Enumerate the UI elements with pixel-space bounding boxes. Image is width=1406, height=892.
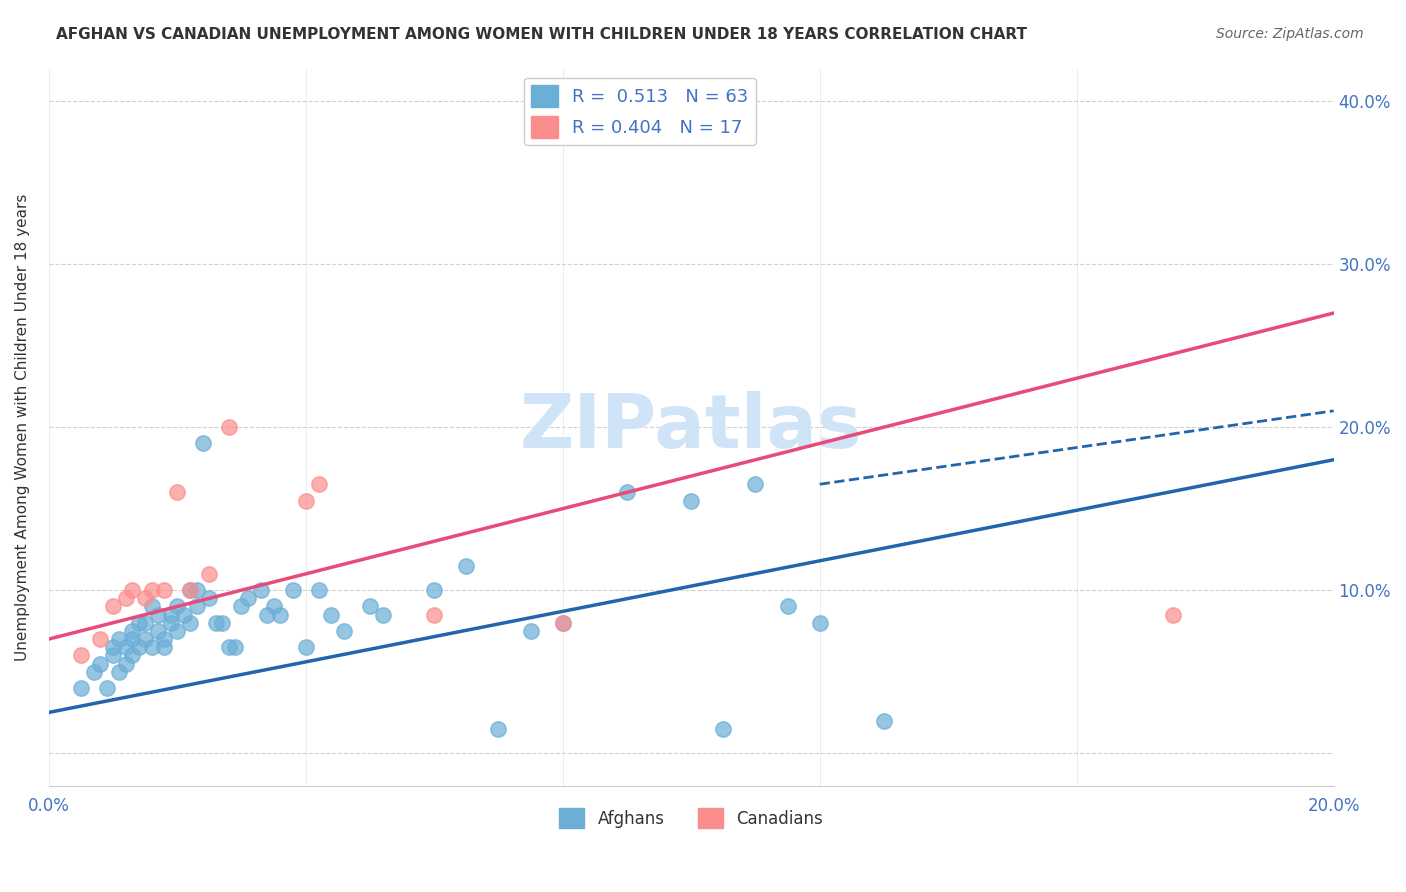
Text: ZIPatlas: ZIPatlas [520,391,862,464]
Afghans [873,714,896,728]
Legend: Afghans, Canadians: Afghans, Canadians [553,801,830,835]
Afghans [121,648,143,663]
Afghans [456,558,478,573]
Afghans [146,607,169,622]
Afghans [141,599,163,614]
Canadians [89,632,111,646]
Canadians [423,607,446,622]
Y-axis label: Unemployment Among Women with Children Under 18 years: Unemployment Among Women with Children U… [15,194,30,661]
Afghans [681,493,703,508]
Afghans [179,615,201,630]
Afghans [423,583,446,598]
Afghans [166,624,188,638]
Afghans [166,599,188,614]
Afghans [218,640,240,655]
Afghans [333,624,356,638]
Afghans [101,640,124,655]
Afghans [128,615,150,630]
Afghans [198,591,221,606]
Afghans [186,583,208,598]
Afghans [115,640,138,655]
Afghans [159,607,181,622]
Afghans [70,681,93,695]
Afghans [108,665,131,679]
Afghans [211,615,233,630]
Afghans [121,624,143,638]
Afghans [294,640,316,655]
Afghans [186,599,208,614]
Canadians [166,485,188,500]
Afghans [153,640,176,655]
Canadians [153,583,176,598]
Afghans [159,615,181,630]
Text: AFGHAN VS CANADIAN UNEMPLOYMENT AMONG WOMEN WITH CHILDREN UNDER 18 YEARS CORRELA: AFGHAN VS CANADIAN UNEMPLOYMENT AMONG WO… [56,27,1028,42]
Afghans [179,583,201,598]
Afghans [231,599,253,614]
Afghans [711,722,734,736]
Canadians [294,493,316,508]
Afghans [96,681,118,695]
Afghans [89,657,111,671]
Afghans [173,607,195,622]
Afghans [256,607,278,622]
Afghans [249,583,271,598]
Afghans [519,624,541,638]
Canadians [308,477,330,491]
Afghans [134,632,156,646]
Afghans [191,436,214,450]
Afghans [488,722,510,736]
Canadians [134,591,156,606]
Afghans [108,632,131,646]
Canadians [218,420,240,434]
Afghans [744,477,766,491]
Afghans [776,599,799,614]
Afghans [153,632,176,646]
Afghans [551,615,574,630]
Afghans [101,648,124,663]
Afghans [115,657,138,671]
Afghans [808,615,831,630]
Afghans [281,583,304,598]
Canadians [101,599,124,614]
Canadians [1161,607,1184,622]
Afghans [134,615,156,630]
Afghans [121,632,143,646]
Afghans [371,607,394,622]
Afghans [308,583,330,598]
Canadians [70,648,93,663]
Canadians [179,583,201,598]
Afghans [321,607,343,622]
Afghans [359,599,381,614]
Text: Source: ZipAtlas.com: Source: ZipAtlas.com [1216,27,1364,41]
Afghans [269,607,291,622]
Afghans [141,640,163,655]
Afghans [263,599,285,614]
Afghans [224,640,246,655]
Afghans [83,665,105,679]
Afghans [128,640,150,655]
Canadians [121,583,143,598]
Canadians [551,615,574,630]
Canadians [141,583,163,598]
Canadians [198,566,221,581]
Afghans [616,485,638,500]
Canadians [115,591,138,606]
Afghans [236,591,259,606]
Afghans [204,615,226,630]
Afghans [146,624,169,638]
